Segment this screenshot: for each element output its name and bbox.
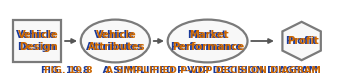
Text: Vehicle
Attributes: Vehicle Attributes (88, 30, 145, 52)
Text: FIG. 19.8    A SIMPLIFIED P-VDP DECISION DIAGRAM: FIG. 19.8 A SIMPLIFIED P-VDP DECISION DI… (41, 66, 318, 75)
Polygon shape (282, 22, 321, 60)
Ellipse shape (81, 20, 150, 62)
Text: Profit: Profit (285, 36, 316, 46)
Bar (13, 20, 61, 62)
Text: Market
Performance: Market Performance (173, 30, 245, 52)
Text: Vehicle
Design: Vehicle Design (16, 30, 56, 52)
Ellipse shape (168, 20, 248, 62)
Text: FIG. 19.8    A SIMPLIFIED P-VDP DECISION DIAGRAM: FIG. 19.8 A SIMPLIFIED P-VDP DECISION DI… (44, 66, 321, 75)
Text: Market
Performance: Market Performance (171, 30, 243, 52)
Text: Vehicle
Design: Vehicle Design (18, 30, 59, 52)
Text: Vehicle
Attributes: Vehicle Attributes (85, 30, 143, 52)
Text: Profit: Profit (287, 36, 319, 46)
